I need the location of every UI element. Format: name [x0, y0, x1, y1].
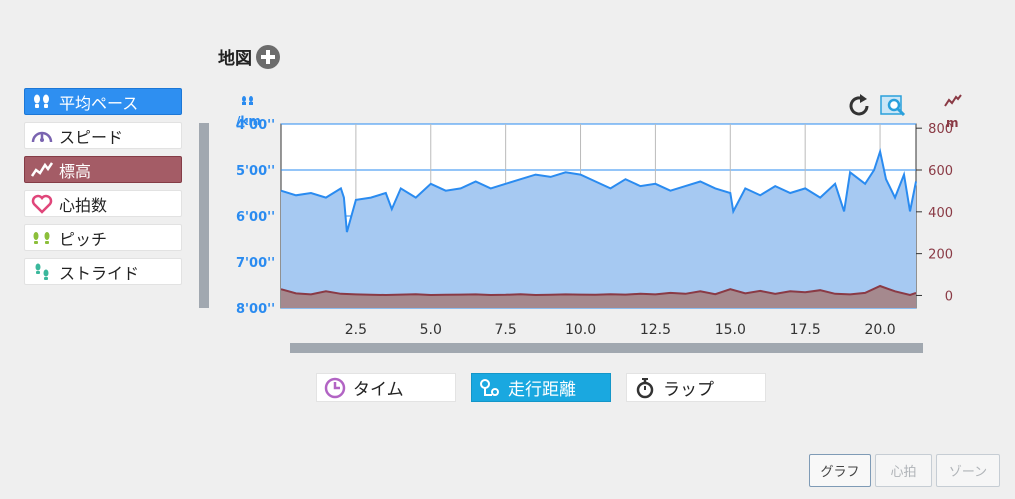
side-item-label: スピード [59, 127, 124, 147]
stride-icon [29, 261, 55, 283]
zoom-icon[interactable] [880, 93, 906, 123]
left-tick-label: 6'00'' [236, 210, 275, 225]
clock-icon [323, 376, 347, 400]
x-tick-label: 10.0 [565, 322, 596, 338]
tab-laps[interactable]: ラップ [626, 373, 766, 402]
map-title: 地図 [218, 49, 252, 69]
tab-label: ラップ [663, 380, 714, 400]
x-tick-label: 17.5 [790, 322, 821, 338]
speedometer-icon [29, 125, 55, 147]
x-tick-label: 20.0 [864, 322, 895, 338]
tab-label: 走行距離 [508, 380, 576, 400]
tab-distance[interactable]: 走行距離 [471, 373, 611, 402]
right-tick-label: 800 [928, 122, 953, 137]
zone-button[interactable]: ゾーン [936, 454, 1000, 487]
x-tick-label: 15.0 [715, 322, 746, 338]
left-tick-label: 4'00'' [236, 118, 275, 133]
right-axis-unit: m [946, 116, 959, 130]
side-item-average-pace[interactable]: 平均ペース [24, 88, 182, 115]
side-item-label: ピッチ [59, 229, 108, 249]
x-tick-label: 7.5 [495, 322, 517, 338]
x-tick-label: 12.5 [640, 322, 671, 338]
chart-horizontal-scrollbar[interactable] [290, 343, 923, 353]
pace-axis-icon [242, 96, 253, 105]
map-expand-plus-icon[interactable] [256, 44, 280, 69]
tab-label: タイム [353, 380, 404, 400]
elevation-icon [29, 159, 55, 181]
tab-time[interactable]: タイム [316, 373, 456, 402]
elevation-axis-icon [944, 94, 962, 107]
pace-area [281, 151, 916, 308]
side-item-heart-rate[interactable]: 心拍数 [24, 190, 182, 217]
x-tick-label: 2.5 [345, 322, 367, 338]
steps-icon [29, 227, 55, 249]
left-axis-unit: /km [236, 114, 261, 128]
side-item-label: 標高 [59, 161, 92, 181]
side-item-label: 心拍数 [59, 195, 108, 215]
side-item-cadence[interactable]: ピッチ [24, 224, 182, 251]
side-item-label: 平均ペース [59, 93, 139, 113]
route-icon [478, 376, 502, 400]
side-item-label: ストライド [59, 263, 140, 283]
heart-rate-button[interactable]: 心拍 [875, 454, 932, 487]
side-item-elevation[interactable]: 標高 [24, 156, 182, 183]
elevation-line [280, 284, 917, 297]
heart-icon [29, 193, 55, 215]
left-tick-label: 8'00'' [236, 302, 275, 317]
pace-line [280, 147, 917, 233]
footprints-icon [29, 91, 55, 113]
graph-button[interactable]: グラフ [809, 454, 871, 487]
stopwatch-icon [633, 376, 657, 400]
x-tick-label: 5.0 [420, 322, 442, 338]
side-item-speed[interactable]: スピード [24, 122, 182, 149]
left-tick-label: 7'00'' [236, 256, 275, 271]
map-header[interactable]: 地図 [218, 44, 280, 69]
right-tick-label: 600 [928, 164, 953, 179]
side-menu-scrollbar[interactable] [199, 123, 209, 308]
refresh-icon[interactable] [846, 93, 872, 123]
right-tick-label: 0 [945, 289, 953, 304]
right-tick-label: 200 [928, 248, 953, 263]
side-item-stride[interactable]: ストライド [24, 258, 182, 285]
left-tick-label: 5'00'' [236, 164, 275, 179]
right-tick-label: 400 [928, 206, 953, 221]
